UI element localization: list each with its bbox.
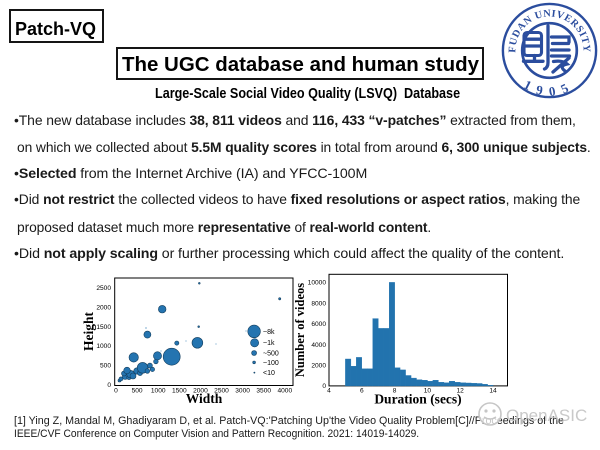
svg-text:Width: Width <box>186 391 223 406</box>
svg-text:4: 4 <box>327 388 331 395</box>
svg-text:1000: 1000 <box>96 343 111 350</box>
svg-text:3000: 3000 <box>235 388 250 395</box>
svg-text:Number of videos: Number of videos <box>293 283 307 377</box>
svg-text:~500: ~500 <box>263 351 279 358</box>
svg-text:0: 0 <box>322 383 326 390</box>
svg-text:Height: Height <box>81 311 96 351</box>
svg-text:3500: 3500 <box>256 388 271 395</box>
svg-text:6000: 6000 <box>311 321 326 328</box>
svg-text:2500: 2500 <box>96 285 111 292</box>
svg-text:2000: 2000 <box>311 363 326 370</box>
svg-text:0: 0 <box>114 388 118 395</box>
svg-text:~100: ~100 <box>263 360 279 367</box>
svg-text:2500: 2500 <box>214 388 229 395</box>
svg-text:1000: 1000 <box>151 388 166 395</box>
svg-text:~8k: ~8k <box>263 329 275 336</box>
svg-text:4000: 4000 <box>311 342 326 349</box>
svg-text:500: 500 <box>100 363 111 370</box>
svg-text:2000: 2000 <box>193 388 208 395</box>
svg-text:14: 14 <box>489 388 497 395</box>
svg-text:<10: <10 <box>263 370 275 377</box>
svg-text:Duration (secs): Duration (secs) <box>374 392 461 407</box>
svg-text:10: 10 <box>424 388 432 395</box>
svg-text:12: 12 <box>457 388 465 395</box>
svg-text:4000: 4000 <box>277 388 292 395</box>
svg-text:6: 6 <box>360 388 364 395</box>
svg-text:500: 500 <box>132 388 143 395</box>
svg-text:1500: 1500 <box>172 388 187 395</box>
svg-text:2000: 2000 <box>96 304 111 311</box>
svg-text:OpenASIC: OpenASIC <box>506 406 587 425</box>
svg-text:8: 8 <box>393 388 397 395</box>
svg-text:10000: 10000 <box>308 280 327 287</box>
svg-text:1500: 1500 <box>96 324 111 331</box>
svg-text:~1k: ~1k <box>263 340 275 347</box>
svg-text:0: 0 <box>107 382 111 389</box>
svg-text:8000: 8000 <box>311 300 326 307</box>
